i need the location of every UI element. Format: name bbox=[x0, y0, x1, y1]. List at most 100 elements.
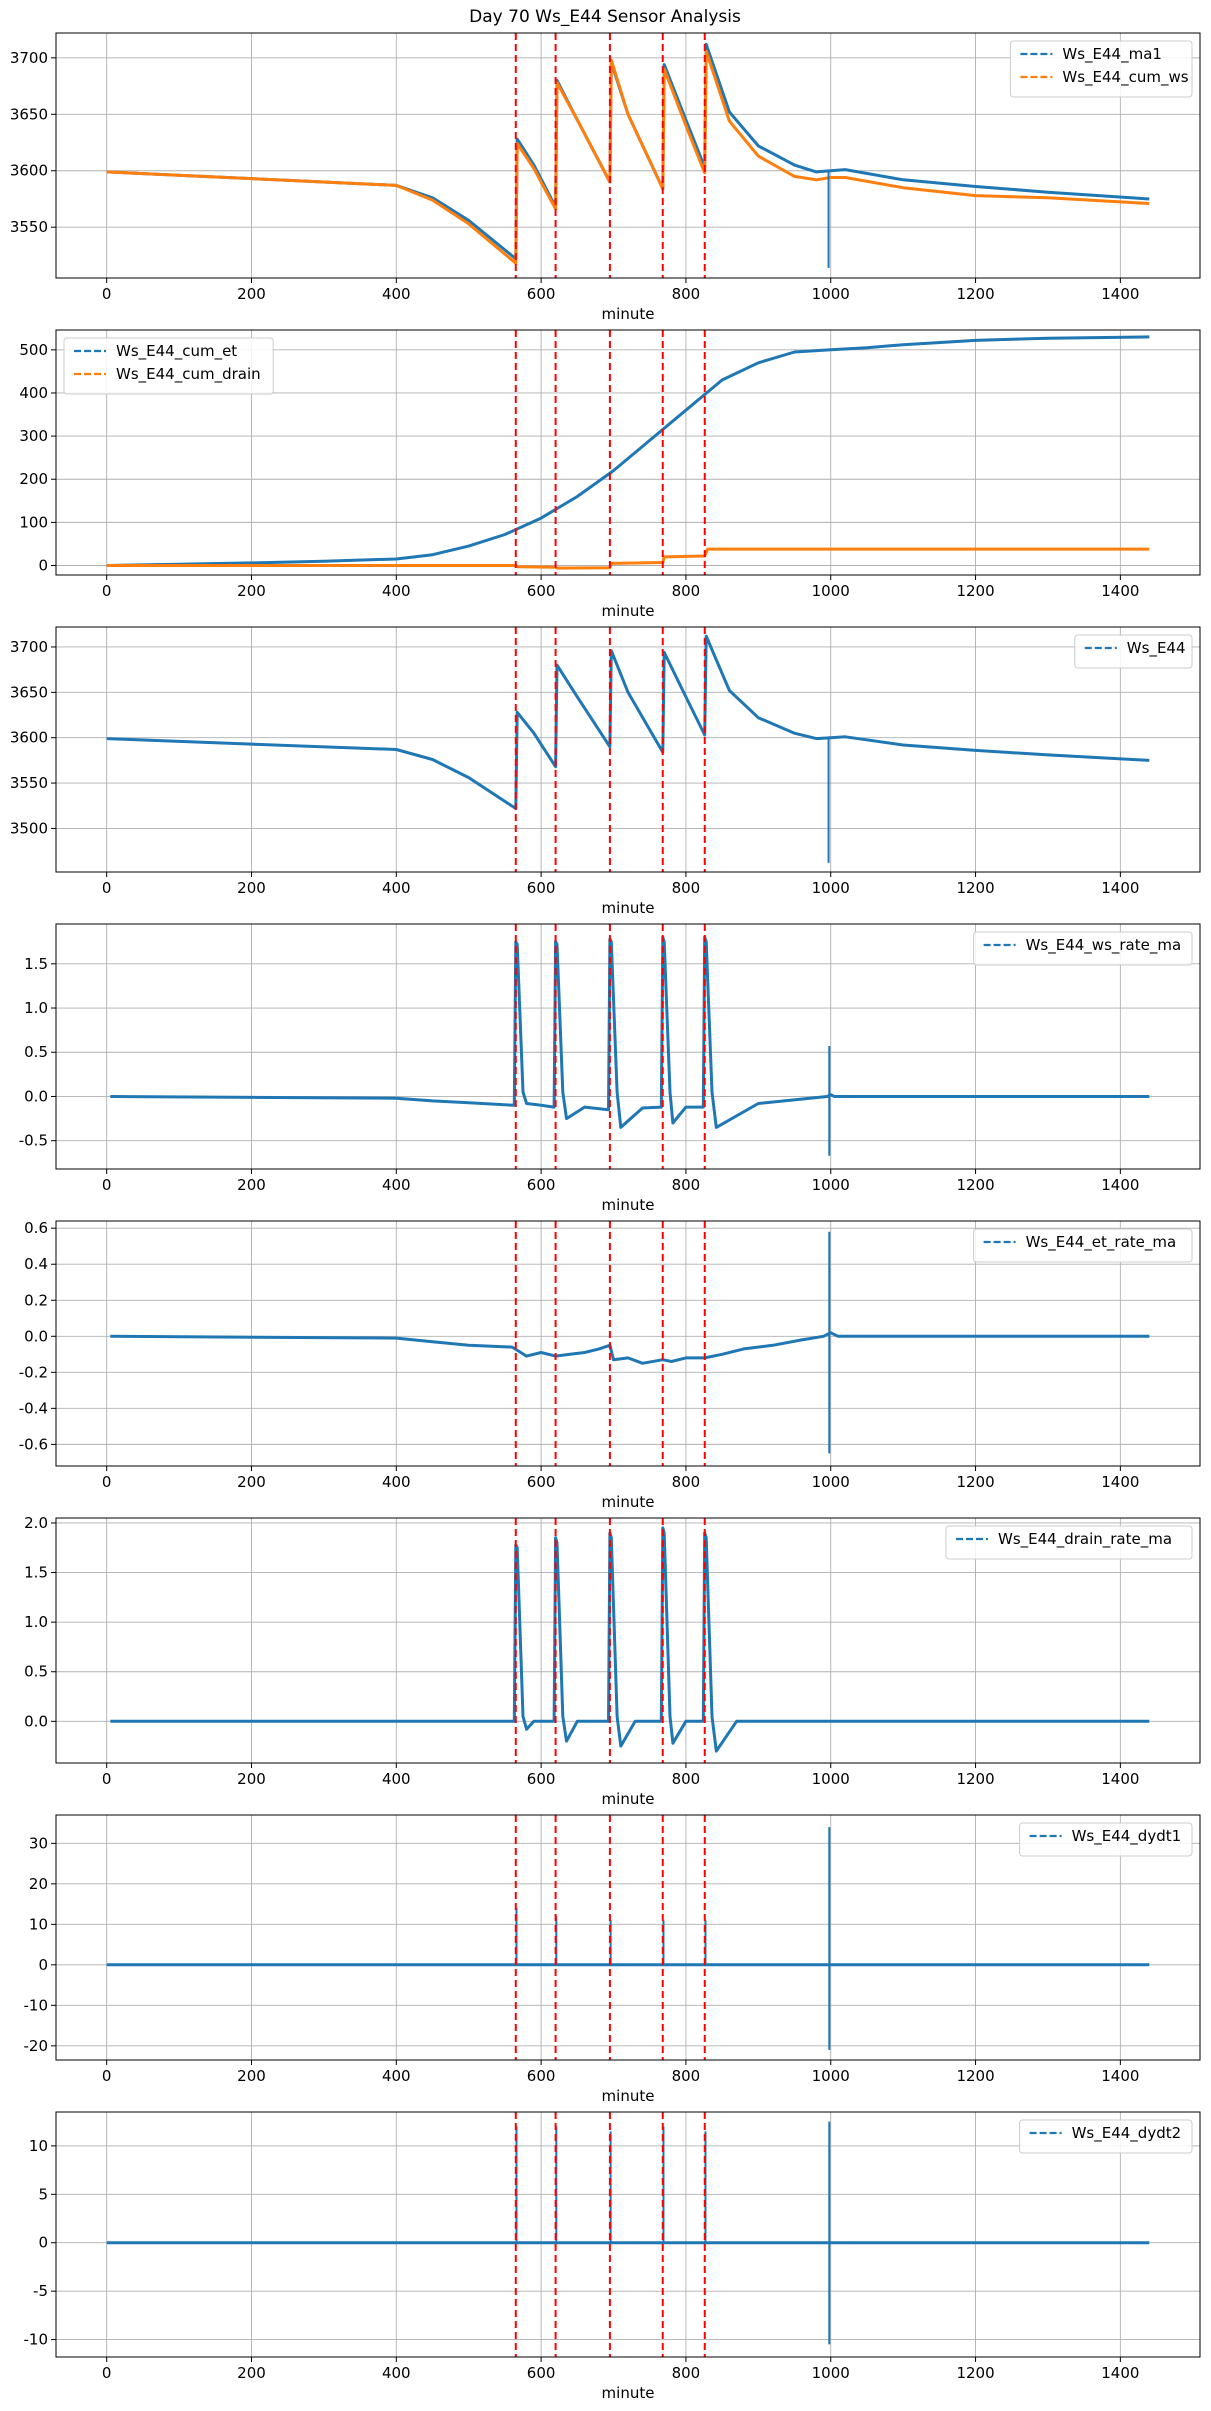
legend-box bbox=[945, 1525, 1193, 1560]
x-tick-label: 1200 bbox=[956, 2067, 994, 2085]
x-tick-label: 1200 bbox=[956, 285, 994, 303]
legend: Ws_E44_dydt2 bbox=[1019, 2119, 1193, 2154]
x-axis-label: minute bbox=[602, 899, 655, 917]
y-tick-label: 1.5 bbox=[24, 955, 48, 973]
x-tick-label: 1000 bbox=[812, 1473, 850, 1491]
y-tick-label: -20 bbox=[24, 2037, 49, 2055]
legend-label: Ws_E44 bbox=[1127, 639, 1186, 658]
x-tick-label: 1200 bbox=[956, 879, 994, 897]
y-tick-label: 30 bbox=[29, 1834, 48, 1852]
x-tick-label: 1000 bbox=[812, 2067, 850, 2085]
panel-6: 0 200 400 600 800 1000 1200 1400 0.0 0.5 1.0 1.5 2.0… bbox=[24, 1514, 1201, 1808]
plot-area bbox=[110, 1231, 1150, 1454]
x-tick-label: 600 bbox=[527, 1176, 556, 1194]
legend-box bbox=[63, 337, 274, 395]
legend-label: Ws_E44_cum_ws bbox=[1062, 68, 1188, 87]
x-tick-label: 1400 bbox=[1101, 2364, 1139, 2382]
x-tick-label: 800 bbox=[672, 285, 701, 303]
legend-box bbox=[1009, 40, 1193, 98]
legend: Ws_E44 bbox=[1074, 634, 1193, 669]
x-tick-label: 400 bbox=[382, 879, 411, 897]
x-axis-label: minute bbox=[602, 2384, 655, 2402]
y-tick-label: 100 bbox=[19, 513, 48, 531]
series-line-1 bbox=[106, 335, 1150, 567]
x-tick-label: 1200 bbox=[956, 1473, 994, 1491]
axes-frame bbox=[55, 1814, 1201, 2061]
x-tick-label: 600 bbox=[527, 285, 556, 303]
y-tick-label: 1.0 bbox=[24, 1613, 48, 1631]
y-tick-label: 0 bbox=[38, 1956, 48, 1974]
y-tick-label: 5 bbox=[38, 2185, 48, 2203]
x-tick-label: 800 bbox=[672, 1176, 701, 1194]
x-tick-label: 1000 bbox=[812, 879, 850, 897]
y-tick-label: 3700 bbox=[10, 49, 48, 67]
y-tick-label: 3700 bbox=[10, 638, 48, 656]
x-tick-label: 800 bbox=[672, 1770, 701, 1788]
x-axis-label: minute bbox=[602, 1790, 655, 1808]
panel-2: 0 200 400 600 800 1000 1200 1400 0 100 200 300 400 50… bbox=[19, 329, 1201, 620]
panels: 0 200 400 600 800 1000 1200 1400355036003650370… bbox=[10, 32, 1201, 2402]
legend-label: Ws_E44_ws_rate_ma bbox=[1026, 936, 1182, 955]
x-tick-label: 800 bbox=[672, 582, 701, 600]
y-tick-label: 0.0 bbox=[24, 1327, 48, 1345]
x-tick-label: 1000 bbox=[812, 1176, 850, 1194]
x-tick-label: 600 bbox=[527, 1473, 556, 1491]
panel-8: 0 200 400 600 800 1000 1200 1400 -10 -5 0 5 10 minute… bbox=[24, 2111, 1201, 2402]
x-tick-label: 800 bbox=[672, 879, 701, 897]
x-tick-label: 0 bbox=[102, 1176, 112, 1194]
x-tick-label: 800 bbox=[672, 1473, 701, 1491]
y-tick-label: 300 bbox=[19, 427, 48, 445]
series-line-1 bbox=[110, 1331, 1150, 1365]
y-tick-label: -10 bbox=[24, 1996, 49, 2014]
x-tick-label: 1200 bbox=[956, 1176, 994, 1194]
x-tick-label: 600 bbox=[527, 2067, 556, 2085]
x-tick-label: 0 bbox=[102, 1473, 112, 1491]
x-tick-label: 0 bbox=[102, 2067, 112, 2085]
y-tick-label: 1.5 bbox=[24, 1564, 48, 1582]
x-tick-label: 1200 bbox=[956, 2364, 994, 2382]
legend-box bbox=[1074, 634, 1193, 669]
legend-box bbox=[973, 931, 1193, 966]
x-tick-label: 1400 bbox=[1101, 1473, 1139, 1491]
axes-frame bbox=[55, 2111, 1201, 2358]
y-tick-label: 400 bbox=[19, 384, 48, 402]
axes-frame bbox=[55, 1517, 1201, 1764]
panel-1: 0 200 400 600 800 1000 1200 1400 3550 3600 3650 370… bbox=[10, 32, 1201, 323]
y-tick-label: -0.5 bbox=[19, 1132, 48, 1150]
x-tick-label: 400 bbox=[382, 2364, 411, 2382]
x-axis-label: minute bbox=[602, 602, 655, 620]
x-tick-label: 600 bbox=[527, 582, 556, 600]
x-tick-label: 200 bbox=[237, 285, 266, 303]
x-tick-label: 400 bbox=[382, 582, 411, 600]
y-tick-label: 20 bbox=[29, 1875, 48, 1893]
x-tick-label: 600 bbox=[527, 2364, 556, 2382]
axes-frame bbox=[55, 329, 1201, 576]
axes-frame bbox=[55, 923, 1201, 1170]
y-tick-label: 3550 bbox=[10, 218, 48, 236]
x-tick-label: 800 bbox=[672, 2364, 701, 2382]
x-tick-label: 1400 bbox=[1101, 285, 1139, 303]
legend-label: Ws_E44_et_rate_ma bbox=[1026, 1233, 1177, 1252]
x-tick-label: 400 bbox=[382, 1473, 411, 1491]
x-axis-label: minute bbox=[602, 305, 655, 323]
x-tick-label: 0 bbox=[102, 879, 112, 897]
legend-label: Ws_E44_cum_drain bbox=[116, 365, 261, 384]
x-tick-label: 200 bbox=[237, 1176, 266, 1194]
panel-3: 0 200 400 600 800 1000 1200 1400 3500 3550 3600 365… bbox=[10, 626, 1201, 917]
legend: Ws_E44_et_rate_ma bbox=[973, 1228, 1193, 1263]
legend-label: Ws_E44_drain_rate_ma bbox=[998, 1530, 1172, 1549]
x-tick-label: 1000 bbox=[812, 582, 850, 600]
y-tick-label: 3600 bbox=[10, 729, 48, 747]
legend-box bbox=[973, 1228, 1193, 1263]
x-tick-label: 1400 bbox=[1101, 879, 1139, 897]
x-tick-label: 600 bbox=[527, 879, 556, 897]
y-tick-label: 10 bbox=[29, 2137, 48, 2155]
plot-area bbox=[110, 935, 1150, 1156]
x-tick-label: 200 bbox=[237, 1770, 266, 1788]
x-axis-label: minute bbox=[602, 1196, 655, 1214]
x-tick-label: 1000 bbox=[812, 285, 850, 303]
y-tick-label: -0.2 bbox=[19, 1363, 48, 1381]
legend: Ws_E44_drain_rate_ma bbox=[945, 1525, 1193, 1560]
x-tick-label: 1000 bbox=[812, 2364, 850, 2382]
x-tick-label: 200 bbox=[237, 2364, 266, 2382]
